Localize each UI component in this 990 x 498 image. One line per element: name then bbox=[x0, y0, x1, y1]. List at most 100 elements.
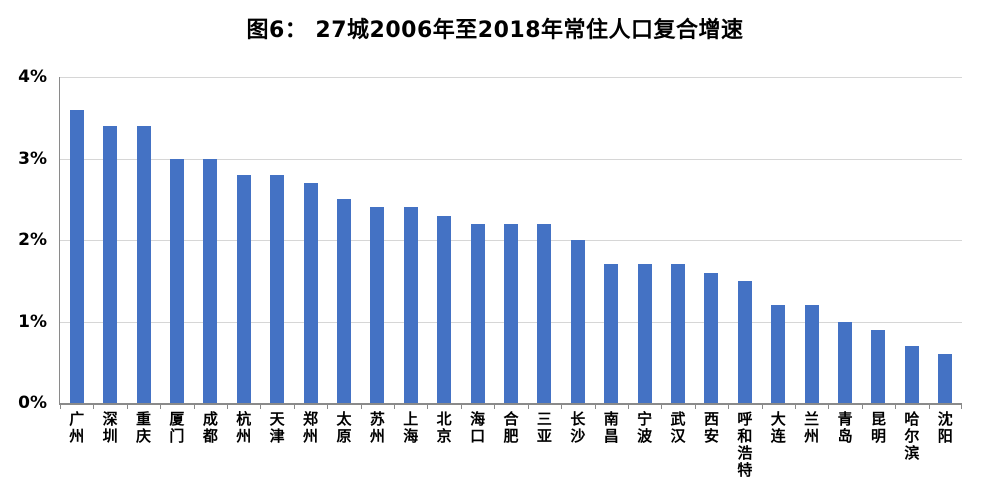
x-axis-city-label: 宁波 bbox=[635, 411, 654, 445]
bar bbox=[737, 280, 752, 403]
x-axis-city-label: 合肥 bbox=[501, 411, 520, 445]
bar bbox=[704, 272, 719, 403]
x-axis-tick bbox=[327, 403, 329, 409]
x-axis-city-label-slot: 海口 bbox=[460, 411, 493, 445]
x-axis-city-label-slot: 重庆 bbox=[126, 411, 159, 445]
bar bbox=[604, 264, 619, 403]
x-axis-city-label-slot: 哈尔滨 bbox=[894, 411, 927, 462]
x-axis-city-label-slot: 深圳 bbox=[92, 411, 125, 445]
x-axis-tick bbox=[961, 403, 962, 409]
chart-title: 图6： 27城2006年至2018年常住人口复合增速 bbox=[246, 18, 744, 43]
y-axis-tick-label: 3% bbox=[18, 148, 47, 169]
bar bbox=[403, 207, 418, 403]
bar bbox=[904, 345, 919, 403]
x-axis-tick bbox=[594, 403, 596, 409]
x-axis-tick bbox=[160, 403, 162, 409]
bar bbox=[370, 207, 385, 403]
x-axis-city-label-slot: 大连 bbox=[761, 411, 794, 445]
x-axis-city-label-slot: 苏州 bbox=[360, 411, 393, 445]
bar bbox=[270, 174, 285, 403]
gridline bbox=[60, 77, 962, 78]
x-axis-city-label: 三亚 bbox=[534, 411, 553, 445]
bar bbox=[570, 240, 585, 403]
bar bbox=[69, 109, 84, 403]
x-axis-city-label: 郑州 bbox=[301, 411, 320, 445]
x-axis-city-label-slot: 宁波 bbox=[627, 411, 660, 445]
bar bbox=[470, 223, 485, 403]
x-axis-tick bbox=[193, 403, 195, 409]
bar bbox=[871, 329, 886, 403]
x-axis-tick bbox=[60, 403, 61, 409]
x-axis-city-label-slot: 厦门 bbox=[159, 411, 192, 445]
x-axis-tick bbox=[527, 403, 529, 409]
x-axis-tick bbox=[427, 403, 429, 409]
x-axis-city-label: 厦门 bbox=[167, 411, 186, 445]
bar bbox=[671, 264, 686, 403]
bar bbox=[169, 158, 184, 403]
bar bbox=[537, 223, 552, 403]
x-axis-tick bbox=[728, 403, 730, 409]
x-axis-city-label: 深圳 bbox=[100, 411, 119, 445]
x-axis-tick bbox=[861, 403, 863, 409]
x-axis-city-label-slot: 合肥 bbox=[493, 411, 526, 445]
x-axis-city-label: 北京 bbox=[434, 411, 453, 445]
bar bbox=[804, 305, 819, 403]
x-axis-city-label-slot: 广州 bbox=[59, 411, 92, 445]
x-axis-tick bbox=[260, 403, 262, 409]
x-axis-city-label-slot: 天津 bbox=[259, 411, 292, 445]
bar bbox=[136, 125, 151, 403]
x-axis-city-label: 杭州 bbox=[234, 411, 253, 445]
x-axis-city-label: 天津 bbox=[267, 411, 286, 445]
y-axis-labels: 0% 1% 2% 3% 4% bbox=[0, 67, 53, 413]
x-axis-tick bbox=[360, 403, 362, 409]
x-axis-city-label: 西安 bbox=[701, 411, 720, 445]
x-axis-tick bbox=[928, 403, 930, 409]
x-axis-city-label: 广州 bbox=[67, 411, 86, 445]
x-axis-tick bbox=[460, 403, 462, 409]
bar bbox=[336, 199, 351, 403]
x-axis-tick bbox=[828, 403, 830, 409]
bar bbox=[504, 223, 518, 403]
x-axis-city-label: 青岛 bbox=[835, 411, 854, 445]
x-axis-city-label: 太原 bbox=[334, 411, 353, 445]
x-axis-tick bbox=[126, 403, 128, 409]
x-axis-tick bbox=[227, 403, 229, 409]
x-axis-tick bbox=[761, 403, 763, 409]
x-axis-tick bbox=[561, 403, 563, 409]
x-axis-city-label: 南昌 bbox=[601, 411, 620, 445]
x-axis-city-label-slot: 兰州 bbox=[794, 411, 827, 445]
x-axis-city-label: 武汉 bbox=[668, 411, 687, 445]
x-axis-city-label: 哈尔滨 bbox=[902, 411, 921, 462]
x-axis-city-label-slot: 上海 bbox=[393, 411, 426, 445]
x-axis-city-label: 上海 bbox=[401, 411, 420, 445]
y-axis-tick-label: 2% bbox=[18, 230, 47, 250]
x-axis-city-label: 沈阳 bbox=[935, 411, 954, 445]
x-axis-tick bbox=[794, 403, 796, 409]
x-axis-tick bbox=[93, 403, 95, 409]
x-axis-city-label: 昆明 bbox=[868, 411, 887, 445]
x-axis-city-label-slot: 青岛 bbox=[827, 411, 860, 445]
x-axis-city-label: 呼和浩特 bbox=[735, 411, 754, 479]
bar bbox=[303, 182, 318, 403]
x-axis-city-label: 苏州 bbox=[367, 411, 386, 445]
x-axis-tick bbox=[494, 403, 496, 409]
plot-area bbox=[59, 77, 962, 409]
x-axis-city-label-slot: 成都 bbox=[193, 411, 226, 445]
x-axis-city-label-slot: 昆明 bbox=[861, 411, 894, 445]
bar bbox=[103, 125, 118, 403]
x-axis-city-label: 海口 bbox=[468, 411, 487, 445]
x-axis-city-label-slot: 杭州 bbox=[226, 411, 259, 445]
x-axis-city-label-slot: 西安 bbox=[694, 411, 727, 445]
bar bbox=[637, 264, 652, 403]
y-axis-tick-label: 0% bbox=[18, 393, 47, 413]
x-axis-city-label: 兰州 bbox=[802, 411, 821, 445]
y-axis-tick-label: 4% bbox=[18, 67, 47, 87]
x-axis-tick bbox=[293, 403, 295, 409]
x-axis-city-label-slot: 沈阳 bbox=[928, 411, 961, 445]
x-axis-city-label-slot: 郑州 bbox=[293, 411, 326, 445]
bar bbox=[203, 158, 218, 403]
x-axis-city-label-slot: 武汉 bbox=[660, 411, 693, 445]
bar bbox=[838, 321, 853, 403]
x-axis-city-label-slot: 北京 bbox=[426, 411, 459, 445]
